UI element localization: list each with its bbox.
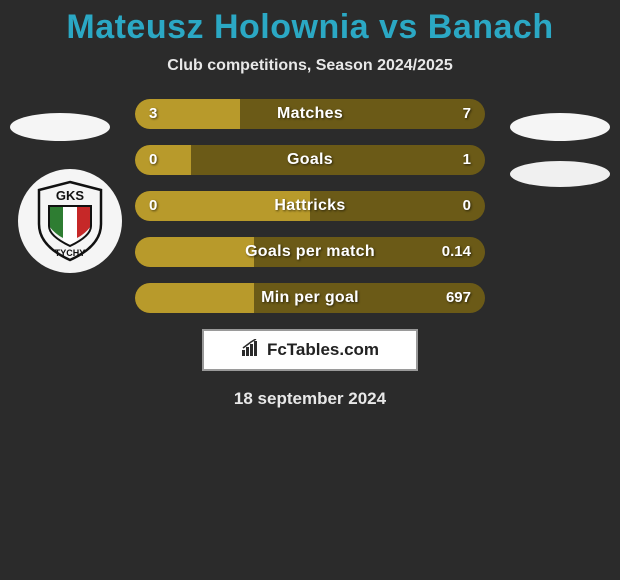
stat-row: 0 Goals 1 — [135, 145, 485, 175]
stat-label: Hattricks — [135, 191, 485, 221]
player-right-marker — [510, 113, 610, 141]
stat-label: Matches — [135, 99, 485, 129]
stat-right-value: 1 — [463, 145, 471, 175]
brand-box: FcTables.com — [202, 329, 418, 371]
comparison-title: Mateusz Holownia vs Banach — [0, 8, 620, 47]
stat-row: Goals per match 0.14 — [135, 237, 485, 267]
stat-label: Min per goal — [135, 283, 485, 313]
brand-text: FcTables.com — [267, 340, 379, 360]
snapshot-date: 18 september 2024 — [0, 389, 620, 409]
stat-row: 3 Matches 7 — [135, 99, 485, 129]
player-right-marker-2 — [510, 161, 610, 187]
stat-row: 0 Hattricks 0 — [135, 191, 485, 221]
stat-right-value: 0.14 — [442, 237, 471, 267]
comparison-subtitle: Club competitions, Season 2024/2025 — [0, 57, 620, 75]
brand-chart-icon — [241, 339, 263, 362]
stat-label: Goals — [135, 145, 485, 175]
stat-right-value: 0 — [463, 191, 471, 221]
badge-top-text: GKS — [56, 188, 85, 203]
club-badge: GKS TYCHY — [18, 169, 122, 273]
stat-bars: 3 Matches 7 0 Goals 1 0 Hattricks 0 Goal… — [135, 99, 485, 313]
stat-label: Goals per match — [135, 237, 485, 267]
stat-row: Min per goal 697 — [135, 283, 485, 313]
stat-right-value: 697 — [446, 283, 471, 313]
player-left-marker — [10, 113, 110, 141]
club-shield-icon: GKS TYCHY — [35, 180, 105, 262]
stat-right-value: 7 — [463, 99, 471, 129]
badge-bottom-text: TYCHY — [55, 248, 86, 258]
stats-area: GKS TYCHY 3 Matches 7 0 Goals — [0, 99, 620, 409]
